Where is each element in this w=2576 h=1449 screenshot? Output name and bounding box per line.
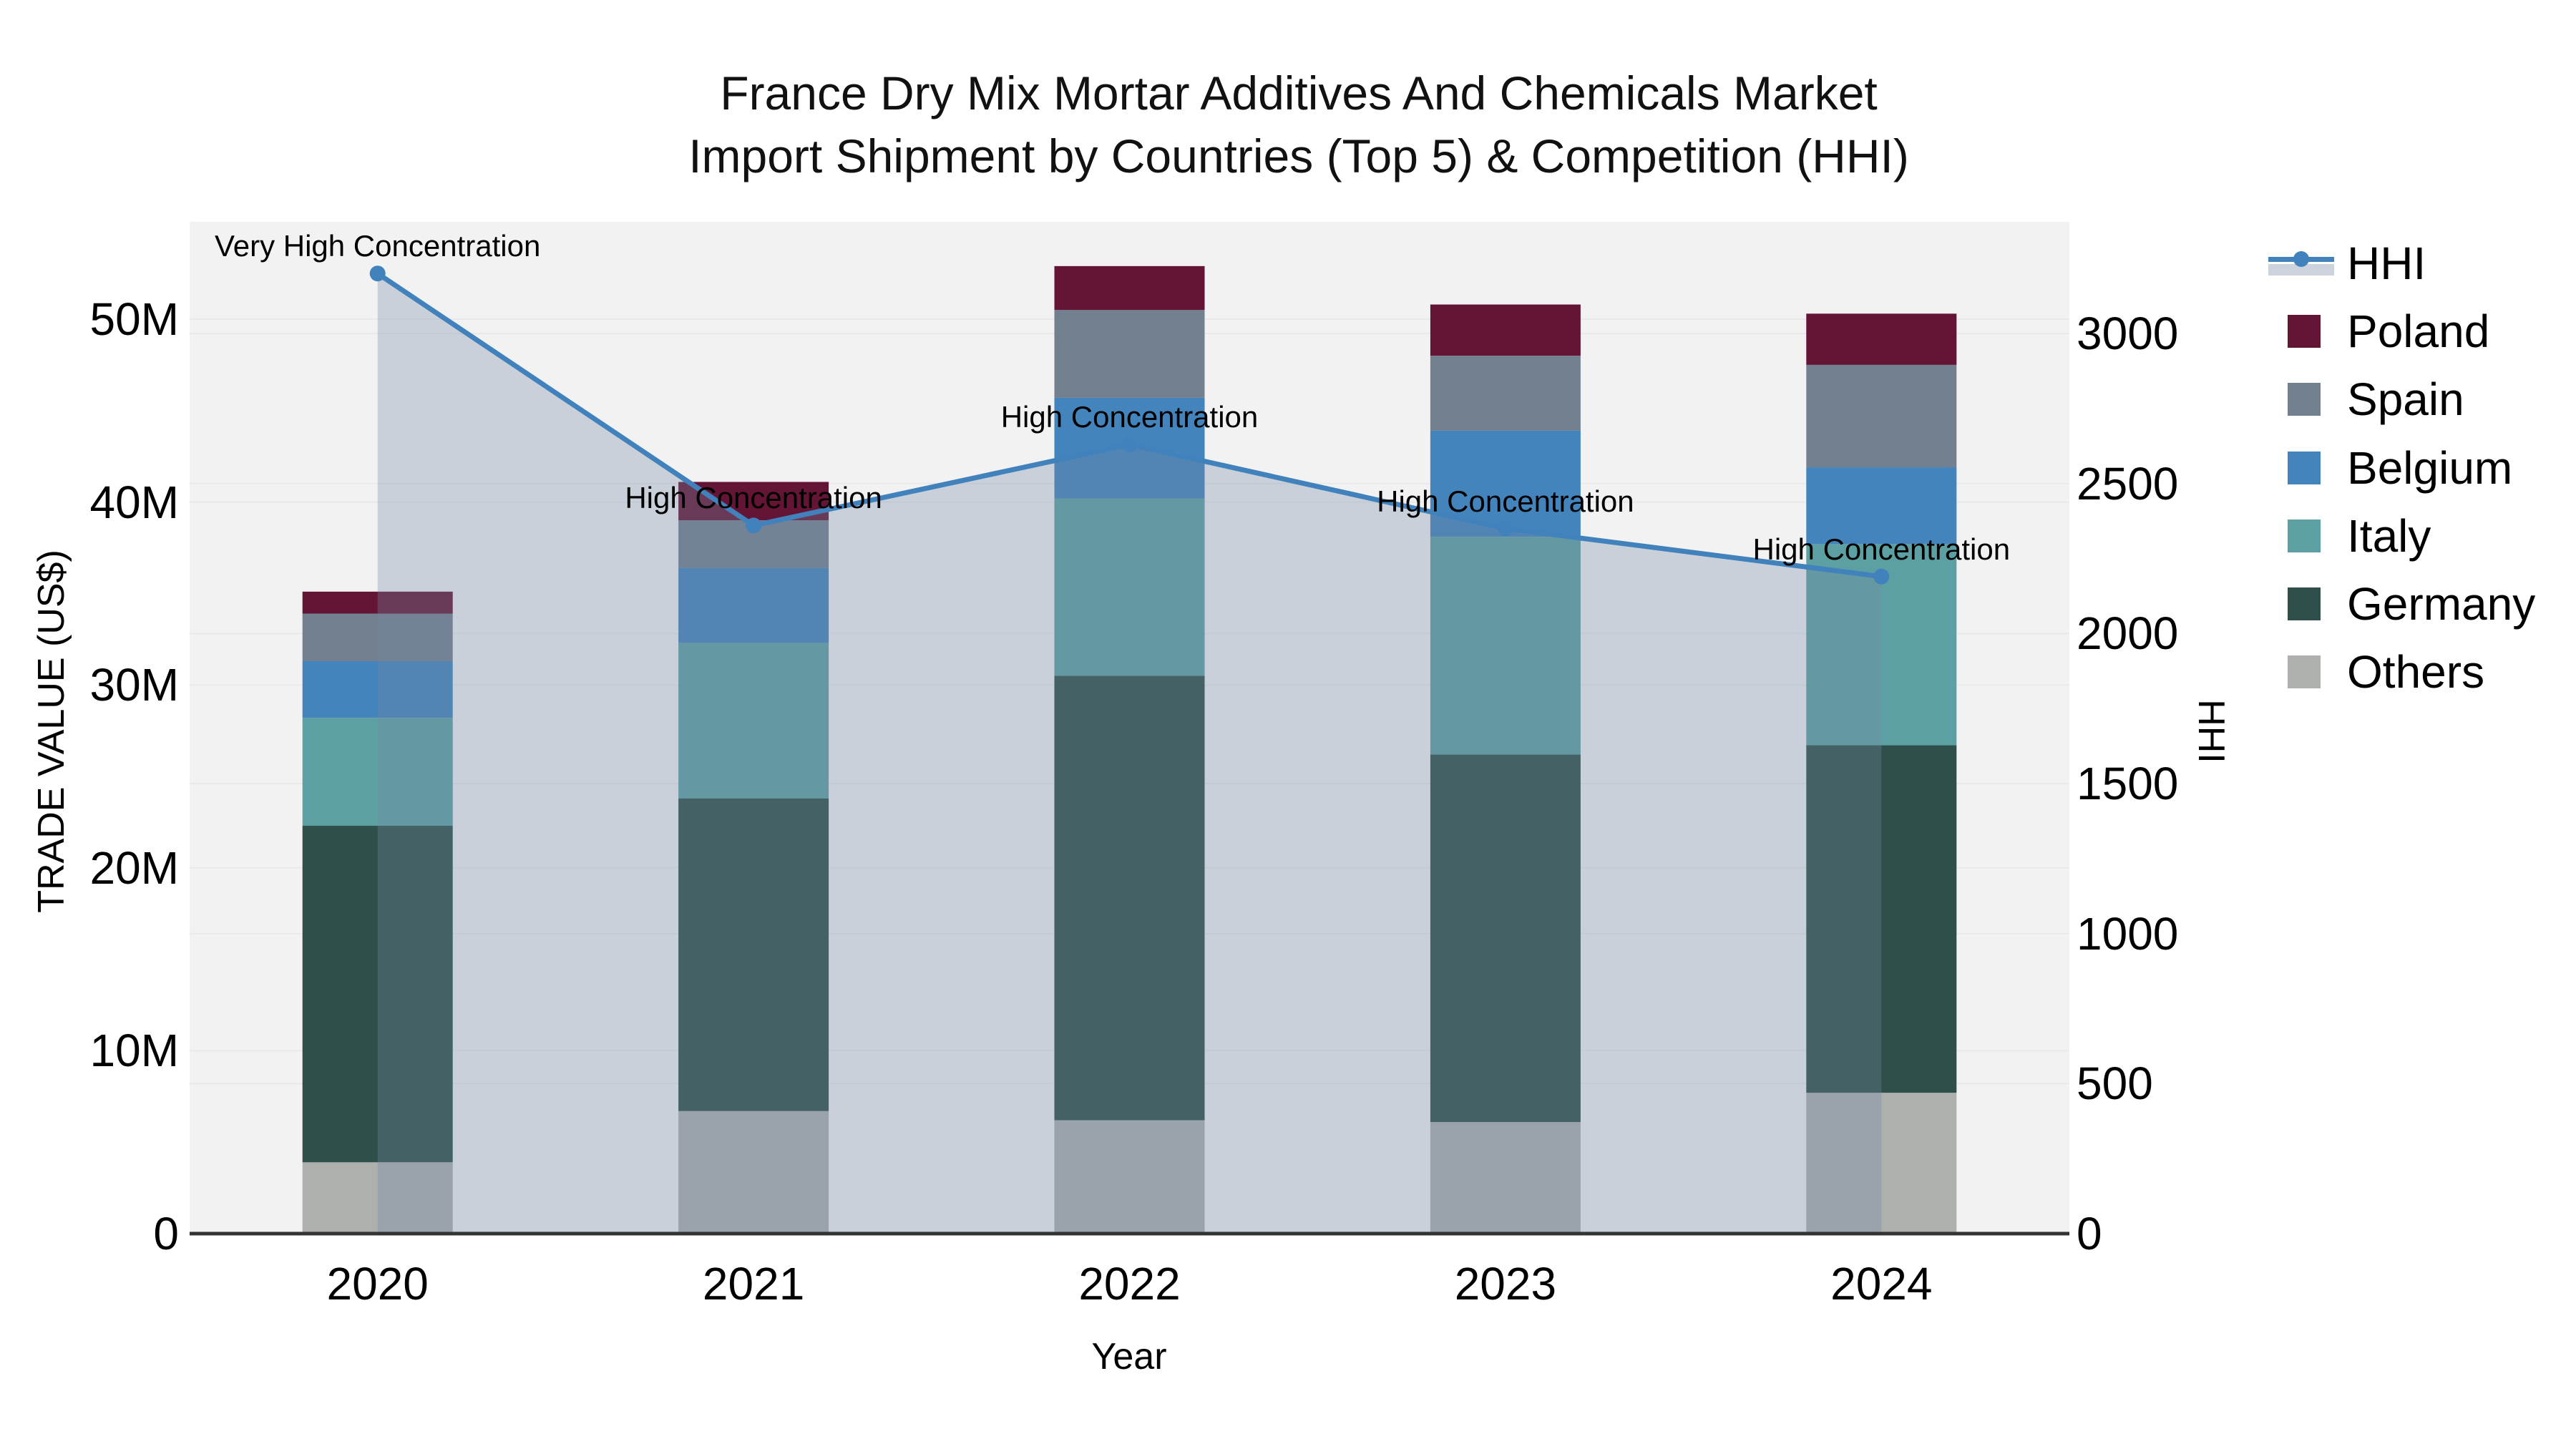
y-right-tick-label: 2000 [2077, 608, 2179, 660]
legend-label: Others [2347, 646, 2485, 698]
legend-item-spain[interactable]: Spain [2254, 374, 2576, 424]
y-right-tick-label: 1000 [2077, 907, 2179, 960]
bar-segment-2020-others[interactable] [302, 1162, 453, 1234]
legend-label: Belgium [2347, 441, 2513, 494]
y-right-tick-label: 0 [2077, 1208, 2102, 1259]
y-left-tick-label: 0 [153, 1208, 179, 1259]
annotation-2022: High Concentration [1000, 400, 1259, 434]
hhi-area-fill [377, 273, 1882, 1234]
bar-segment-2022-poland[interactable] [1054, 265, 1205, 311]
annotation-2021: High Concentration [625, 481, 882, 515]
y-right-tick-label: 1500 [2077, 758, 2179, 810]
annotation-2020: Very High Concentration [215, 229, 541, 263]
bar-segment-2020-italy[interactable] [302, 718, 453, 826]
italy-swatch-icon [2288, 519, 2321, 552]
poland-swatch-icon [2288, 315, 2321, 348]
bar-segment-2024-germany[interactable] [1806, 745, 1957, 1093]
x-axis-title: Year [1091, 1336, 1167, 1377]
legend-label: HHI [2347, 238, 2426, 289]
bar-segment-2020-spain[interactable] [302, 613, 453, 661]
bar-segment-2023-italy[interactable] [1430, 537, 1581, 755]
y-left-tick-label: 20M [89, 841, 180, 894]
bar-segment-2021-belgium[interactable] [678, 567, 829, 643]
bar-segment-2022-others[interactable] [1054, 1120, 1205, 1234]
bar-segment-2022-italy[interactable] [1054, 498, 1205, 676]
x-tick-label-2022: 2022 [1078, 1258, 1181, 1309]
x-tick-label-2020: 2020 [326, 1258, 429, 1309]
bar-segment-2023-germany[interactable] [1430, 754, 1581, 1123]
y-left-tick-label: 30M [89, 659, 180, 711]
bar-segment-2024-belgium[interactable] [1806, 467, 1957, 545]
hhi-marker-2023[interactable] [1497, 520, 1513, 537]
hhi-marker-2021[interactable] [746, 517, 762, 534]
bar-segment-2023-others[interactable] [1430, 1122, 1581, 1234]
hhi-marker-2022[interactable] [1121, 436, 1138, 453]
legend-item-belgium[interactable]: Belgium [2254, 443, 2576, 493]
y-right-tick-label: 2500 [2077, 457, 2179, 509]
y-axis-title-right: HHI [2190, 699, 2232, 763]
y-left-tick-label: 10M [89, 1025, 180, 1077]
legend-label: Poland [2347, 306, 2490, 358]
legend-item-others[interactable]: Others [2254, 647, 2576, 697]
x-tick-label-2024: 2024 [1830, 1258, 1933, 1309]
bar-segment-2020-poland[interactable] [302, 591, 453, 614]
bar-segment-2024-spain[interactable] [1806, 364, 1957, 468]
hhi-marker-2020[interactable] [369, 265, 386, 282]
annotation-2024: High Concentration [1752, 532, 2011, 566]
y-right-tick-label: 3000 [2077, 308, 2179, 360]
spain-swatch-icon [2288, 383, 2321, 416]
hhi-marker-2024[interactable] [1873, 568, 1890, 585]
bar-segment-2024-poland[interactable] [1806, 313, 1957, 365]
bar-segment-2022-germany[interactable] [1054, 675, 1205, 1121]
legend-item-hhi[interactable]: HHI [2254, 238, 2576, 288]
chart-title-line2: Import Shipment by Countries (Top 5) & C… [688, 130, 1909, 182]
bar-segment-2023-spain[interactable] [1430, 356, 1581, 431]
bar-segment-2021-germany[interactable] [678, 798, 829, 1111]
y-left-tick-label: 50M [89, 293, 180, 345]
annotation-2023: High Concentration [1377, 484, 1634, 518]
germany-swatch-icon [2288, 587, 2321, 620]
bar-segment-2022-spain[interactable] [1054, 310, 1205, 398]
bar-segment-2024-others[interactable] [1806, 1093, 1957, 1234]
legend-label: Germany [2347, 578, 2536, 630]
bar-segment-2021-italy[interactable] [678, 643, 829, 799]
hhi-area-swatch-icon [2268, 264, 2334, 275]
y-left-tick-label: 40M [89, 476, 180, 528]
belgium-swatch-icon [2288, 451, 2321, 484]
legend-label: Italy [2347, 509, 2431, 562]
chart-title-line1: France Dry Mix Mortar Additives And Chem… [720, 67, 1878, 119]
others-swatch-icon [2288, 655, 2321, 689]
legend-item-germany[interactable]: Germany [2254, 579, 2576, 629]
y-right-tick-label: 500 [2077, 1058, 2153, 1110]
hhi-marker-swatch-icon [2293, 251, 2309, 267]
legend-item-poland[interactable]: Poland [2254, 306, 2576, 356]
bar-segment-2023-poland[interactable] [1430, 304, 1581, 356]
legend-label: Spain [2347, 374, 2464, 426]
x-tick-label-2021: 2021 [702, 1258, 805, 1309]
bar-segment-2020-germany[interactable] [302, 826, 453, 1163]
x-tick-label-2023: 2023 [1454, 1258, 1557, 1309]
bar-segment-2021-others[interactable] [678, 1111, 829, 1234]
legend-item-italy[interactable]: Italy [2254, 511, 2576, 561]
bar-segment-2020-belgium[interactable] [302, 660, 453, 718]
